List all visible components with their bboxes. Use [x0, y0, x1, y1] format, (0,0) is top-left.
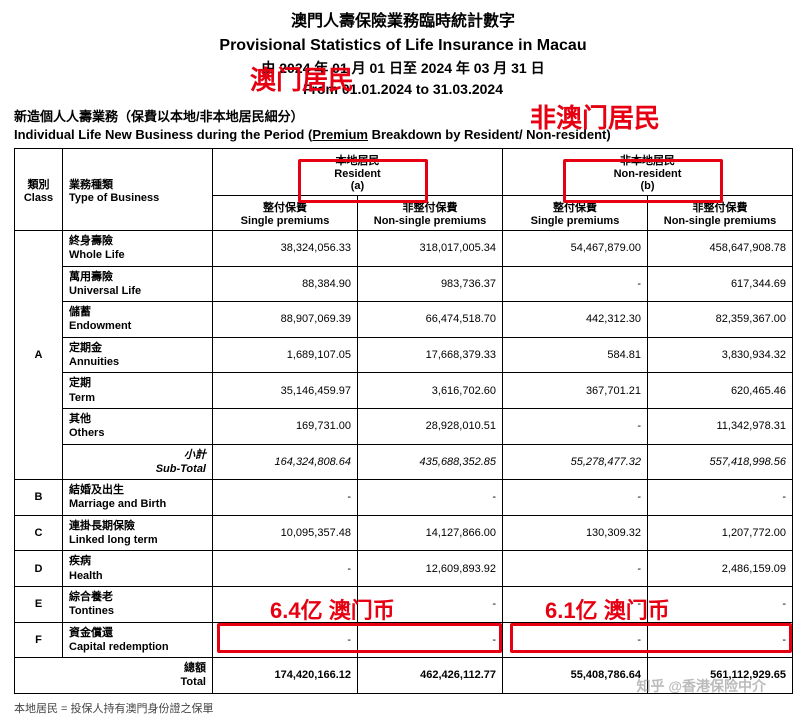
table-row: B結婚及出生Marriage and Birth---- — [15, 480, 793, 516]
col-nonresident: 非本地居民Non-resident(b) — [503, 149, 793, 196]
table-row: 萬用壽險Universal Life88,384.90983,736.37-61… — [15, 266, 793, 302]
col-sp-a: 整付保費Single premiums — [213, 196, 358, 231]
title-en: Provisional Statistics of Life Insurance… — [14, 34, 792, 58]
table-row: 其他Others169,731.0028,928,010.51-11,342,9… — [15, 408, 793, 444]
period-en: From 01.01.2024 to 31.03.2024 — [14, 79, 792, 100]
col-type: 業務種類Type of Business — [63, 149, 213, 231]
col-resident: 本地居民Resident(a) — [213, 149, 503, 196]
table-row: 定期Term35,146,459.973,616,702.60367,701.2… — [15, 373, 793, 409]
subtitle-zh: 新造個人人壽業務（保費以本地/非本地居民細分） — [14, 106, 792, 125]
table-row: C連掛長期保險Linked long term10,095,357.4814,1… — [15, 515, 793, 551]
table-row: A終身壽險Whole Life38,324,056.33318,017,005.… — [15, 231, 793, 267]
period-zh: 由 2024 年 01 月 01 日至 2024 年 03 月 31 日 — [14, 58, 792, 79]
col-class: 類別Class — [15, 149, 63, 231]
table-row: F資金償還Capital redemption---- — [15, 622, 793, 658]
table-row: 小計Sub-Total164,324,808.64435,688,352.855… — [15, 444, 793, 480]
table-row: E綜合養老Tontines---- — [15, 586, 793, 622]
subtitle-en: Individual Life New Business during the … — [14, 127, 792, 142]
table-row: 儲蓄Endowment88,907,069.3966,474,518.70442… — [15, 302, 793, 338]
data-table: 類別Class 業務種類Type of Business 本地居民Residen… — [14, 148, 793, 694]
page-header: 澳門人壽保險業務臨時統計數字 Provisional Statistics of… — [14, 10, 792, 100]
col-nsp-a: 非整付保費Non-single premiums — [358, 196, 503, 231]
title-zh: 澳門人壽保險業務臨時統計數字 — [14, 10, 792, 34]
table-row: D疾病Health-12,609,893.92-2,486,159.09 — [15, 551, 793, 587]
table-row: 總額Total174,420,166.12462,426,112.7755,40… — [15, 658, 793, 694]
col-nsp-b: 非整付保費Non-single premiums — [648, 196, 793, 231]
col-sp-b: 整付保費Single premiums — [503, 196, 648, 231]
table-row: 定期金Annuities1,689,107.0517,668,379.33584… — [15, 337, 793, 373]
